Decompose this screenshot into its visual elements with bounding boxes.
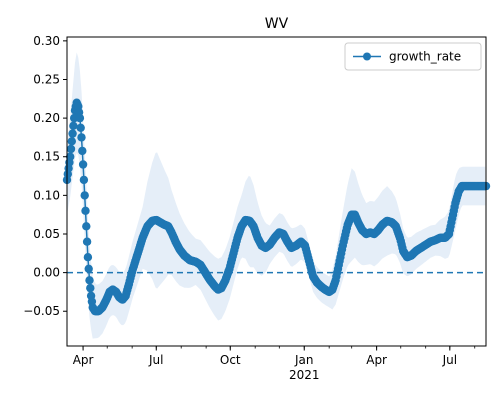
data-point (75, 113, 85, 123)
confidence-band-area (67, 52, 486, 339)
y-tick-label: 0.10 (33, 188, 60, 202)
x-axis: Apr Jul Oct Jan Apr Jul (73, 346, 476, 367)
y-axis: −0.05 0.00 0.05 0.10 0.15 0.20 0.25 0.30 (23, 34, 67, 318)
x-tick-label: Jul (442, 353, 457, 367)
data-point (84, 264, 93, 273)
data-point (80, 191, 89, 200)
data-point (82, 222, 91, 231)
y-tick-label: 0.20 (33, 111, 60, 125)
data-point (79, 175, 89, 185)
data-point (81, 206, 90, 215)
data-point (85, 276, 94, 285)
data-point (78, 160, 88, 169)
x-tick-label: Apr (366, 353, 387, 367)
data-point (82, 237, 92, 246)
x-year-label: 2021 (289, 368, 320, 382)
legend-marker-swatch (363, 52, 371, 61)
y-tick-label: 0.30 (33, 34, 60, 48)
data-point (78, 146, 87, 156)
data-point (67, 137, 77, 146)
y-tick-label: 0.00 (33, 266, 60, 280)
y-tick-label: 0.15 (33, 150, 60, 164)
data-point (76, 123, 85, 132)
x-tick-label: Jul (148, 353, 163, 367)
legend-box (344, 42, 482, 71)
data-point (86, 283, 95, 293)
x-tick-label: Jan (294, 353, 314, 367)
legend-label: growth_rate (389, 50, 461, 64)
y-tick-label: 0.25 (33, 72, 60, 86)
y-tick-label: 0.05 (33, 227, 60, 241)
x-tick-label: Oct (220, 353, 241, 367)
y-tick-label: −0.05 (23, 304, 60, 318)
chart-title: WV (265, 16, 289, 32)
data-point (66, 152, 75, 161)
data-point (66, 144, 76, 154)
legend: growth_rate (344, 42, 482, 71)
series-layer (62, 98, 491, 316)
plot-frame (66, 36, 487, 347)
data-point (69, 121, 78, 130)
data-point (83, 253, 93, 262)
data-point (77, 133, 86, 142)
confidence-band (67, 52, 486, 339)
data-point (68, 129, 77, 138)
x-tick-label: Apr (73, 353, 94, 367)
